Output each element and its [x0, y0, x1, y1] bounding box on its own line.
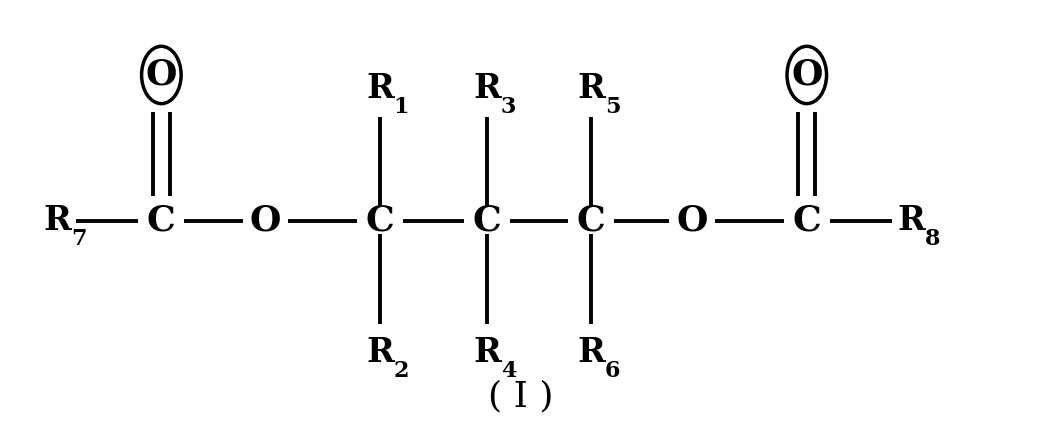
Text: R: R — [366, 336, 393, 369]
Text: 7: 7 — [71, 228, 86, 250]
Text: R: R — [474, 72, 501, 105]
Text: C: C — [473, 203, 502, 238]
Text: 2: 2 — [393, 360, 409, 382]
Text: 1: 1 — [393, 96, 409, 118]
Text: C: C — [577, 203, 606, 238]
Text: R: R — [44, 204, 71, 237]
Text: ( I ): ( I ) — [488, 380, 553, 414]
Text: O: O — [146, 58, 177, 92]
Text: C: C — [365, 203, 395, 238]
Text: 6: 6 — [605, 360, 620, 382]
Text: O: O — [250, 203, 281, 238]
Text: 5: 5 — [605, 96, 620, 118]
Text: R: R — [366, 72, 393, 105]
Text: 8: 8 — [924, 228, 940, 250]
Text: C: C — [792, 203, 821, 238]
Text: R: R — [578, 72, 605, 105]
Text: R: R — [897, 204, 924, 237]
Text: R: R — [578, 336, 605, 369]
Text: C: C — [147, 203, 176, 238]
Text: 3: 3 — [501, 96, 516, 118]
Text: O: O — [677, 203, 708, 238]
Text: 4: 4 — [501, 360, 516, 382]
Text: O: O — [791, 58, 822, 92]
Text: R: R — [474, 336, 501, 369]
